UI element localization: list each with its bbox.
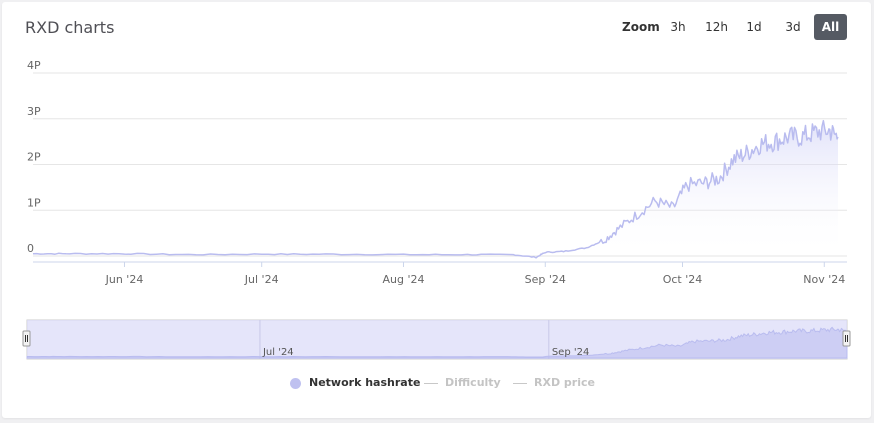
legend-item-difficulty[interactable]: Difficulty — [424, 375, 501, 391]
zoom-12h-button[interactable]: 12h — [705, 20, 728, 34]
zoom-bar: Zoom 3h 12h 1d 3d All — [0, 14, 874, 40]
y-tick-label: 3P — [27, 105, 41, 118]
x-tick-label: Aug '24 — [382, 273, 424, 286]
legend-marker-line-icon — [513, 383, 527, 384]
navigator-area — [26, 326, 848, 359]
hashrate-area — [33, 120, 838, 258]
y-tick-label: 1P — [27, 196, 41, 209]
navigator-right-handle[interactable] — [842, 330, 851, 347]
x-tick-label: Oct '24 — [663, 273, 703, 286]
zoom-1d-button[interactable]: 1d — [746, 20, 762, 34]
legend-marker-line-icon — [424, 383, 438, 384]
x-tick-label: Sep '24 — [525, 273, 566, 286]
x-tick-label: Jul '24 — [244, 273, 279, 286]
legend-marker-dot-icon — [290, 378, 301, 389]
legend-item-rxd-price[interactable]: RXD price — [513, 375, 595, 391]
y-tick-label: 0 — [27, 242, 34, 255]
legend-label: Network hashrate — [309, 376, 421, 389]
legend-label: Difficulty — [445, 376, 501, 389]
y-tick-label: 4P — [27, 59, 41, 72]
x-tick-label: Nov '24 — [803, 273, 845, 286]
chart-legend: Network hashrate Difficulty RXD price — [0, 375, 874, 391]
zoom-3d-button[interactable]: 3d — [785, 20, 801, 34]
zoom-all-button[interactable]: All — [814, 14, 847, 40]
x-tick-label: Jun '24 — [105, 273, 144, 286]
zoom-label: Zoom — [622, 20, 660, 34]
zoom-3h-button[interactable]: 3h — [670, 20, 686, 34]
navigator-label: Sep '24 — [552, 347, 590, 358]
navigator-left-handle[interactable] — [22, 330, 31, 347]
legend-label: RXD price — [534, 376, 595, 389]
hashrate-line — [32, 119, 839, 259]
legend-item-network-hashrate[interactable]: Network hashrate — [290, 375, 420, 391]
chart-title: RXD charts — [25, 18, 115, 37]
y-tick-label: 2P — [27, 151, 41, 164]
navigator-label: Jul '24 — [262, 347, 294, 358]
